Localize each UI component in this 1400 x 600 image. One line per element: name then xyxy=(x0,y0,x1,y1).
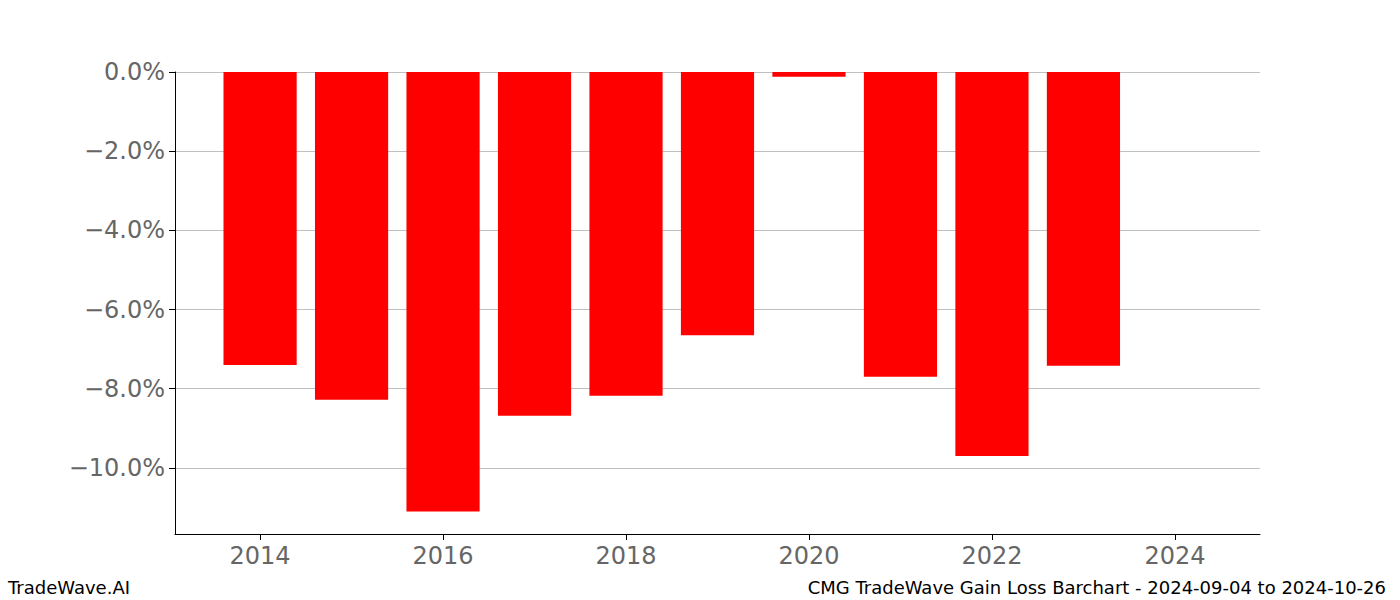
svg-text:TradeWave.AI: TradeWave.AI xyxy=(7,577,130,598)
svg-text:2024: 2024 xyxy=(1144,542,1205,570)
svg-text:2018: 2018 xyxy=(595,542,656,570)
svg-text:0.0%: 0.0% xyxy=(104,58,165,86)
svg-text:−2.0%: −2.0% xyxy=(84,137,165,165)
svg-text:−4.0%: −4.0% xyxy=(84,216,165,244)
svg-text:−10.0%: −10.0% xyxy=(69,454,165,482)
svg-text:−8.0%: −8.0% xyxy=(84,375,165,403)
svg-text:2014: 2014 xyxy=(230,542,291,570)
svg-text:2022: 2022 xyxy=(961,542,1022,570)
svg-text:CMG TradeWave Gain Loss Barcha: CMG TradeWave Gain Loss Barchart - 2024-… xyxy=(808,577,1386,598)
svg-text:2016: 2016 xyxy=(413,542,474,570)
svg-text:−6.0%: −6.0% xyxy=(84,296,165,324)
svg-text:2020: 2020 xyxy=(778,542,839,570)
